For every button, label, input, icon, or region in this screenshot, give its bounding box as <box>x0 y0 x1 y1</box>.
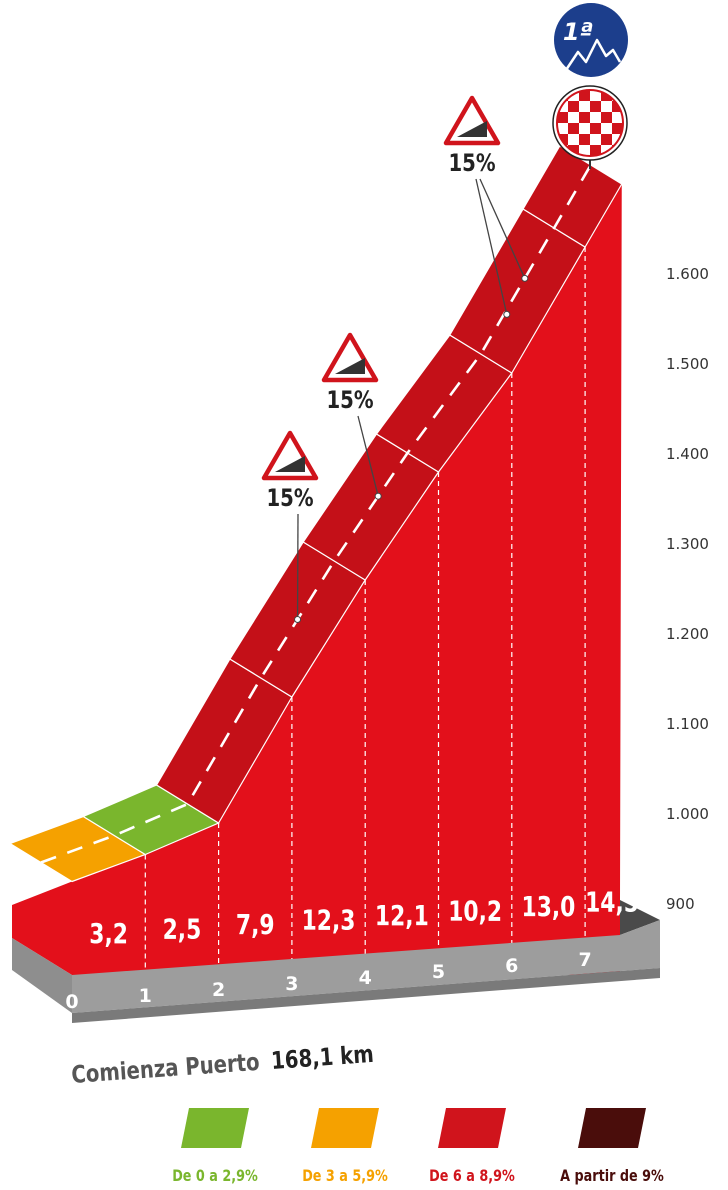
elevation-tick-label: 1.600 <box>666 265 709 283</box>
start-km: 168,1 km <box>270 1041 374 1075</box>
km-tick-label: 5 <box>432 961 445 983</box>
base-side <box>12 938 72 1013</box>
profile-front-face <box>72 184 622 975</box>
marker-leader-line <box>357 415 379 497</box>
marker-point <box>294 616 302 623</box>
steep-slope-icon <box>275 456 305 472</box>
finish-marker: 1ª <box>552 3 628 169</box>
km-tick-label: 6 <box>505 955 518 977</box>
legend-swatch <box>311 1108 379 1148</box>
category-badge-label: 1ª <box>563 18 593 46</box>
road-centre-line <box>40 164 592 864</box>
elevation-axis: 900 1.000 1.100 1.200 1.300 1.400 1.500 1.600 <box>666 265 709 913</box>
marker-point <box>374 492 382 500</box>
mountain-icon <box>564 38 622 71</box>
km-tick-label: 2 <box>212 979 225 1001</box>
km-tick-label: 7 <box>578 949 591 971</box>
legend-swatch <box>181 1108 249 1148</box>
gradient-markers: 15% 15% 15% <box>261 95 529 623</box>
marker-leader-line <box>479 178 526 279</box>
legend-label: De 6 a 8,9% <box>429 1168 515 1186</box>
km-tick-label: 4 <box>359 967 372 989</box>
legend-swatch <box>578 1108 646 1148</box>
segment-gradient-label: 12,3 <box>302 904 356 936</box>
elevation-tick-label: 1.200 <box>666 625 709 643</box>
base-edge <box>72 968 660 1023</box>
elevation-tick-label: 1.000 <box>666 805 709 823</box>
max-gradient-label: 15% <box>266 485 313 512</box>
start-label-text: Comienza Puerto <box>71 1049 261 1089</box>
steep-slope-icon <box>457 121 487 137</box>
marker-point <box>521 274 529 282</box>
segment-gradient-label: 7,9 <box>236 908 275 940</box>
legend-swatch <box>438 1108 506 1148</box>
gradient-labels: 3,2 2,5 7,9 12,3 12,1 10,2 13,0 14,5 <box>89 886 639 950</box>
elevation-tick-label: 1.300 <box>666 535 709 553</box>
max-gradient-label: 15% <box>326 387 373 414</box>
start-label: Comienza Puerto 168,1 km <box>71 1041 375 1089</box>
profile-side-face <box>12 881 72 975</box>
segment-gradient-label: 3,2 <box>89 917 128 949</box>
elevation-tick-label: 1.400 <box>666 445 709 463</box>
elevation-tick-label: 900 <box>666 895 695 913</box>
legend: De 0 a 2,9% De 3 a 5,9% De 6 a 8,9% A parti… <box>172 1108 664 1185</box>
marker-leader-line <box>475 178 508 315</box>
segment-gradient-label: 2,5 <box>163 913 202 945</box>
km-tick-label: 0 <box>65 991 78 1013</box>
km-tick-label: 3 <box>285 973 298 995</box>
km-tick-label: 1 <box>139 985 152 1007</box>
steep-slope-icon <box>335 358 365 374</box>
legend-label: A partir de 9% <box>560 1168 664 1186</box>
segment-gradient-label: 10,2 <box>448 895 502 927</box>
segment-gradient-label: 12,1 <box>375 899 429 931</box>
elevation-tick-label: 1.100 <box>666 715 709 733</box>
profile-body <box>12 184 660 975</box>
elevation-tick-label: 1.500 <box>666 355 709 373</box>
marker-point <box>503 310 511 318</box>
distance-base: 0 1 2 3 4 5 6 7 <box>12 920 660 1023</box>
profile-shadow <box>620 900 660 935</box>
segment-gradient-label: 13,0 <box>522 890 576 922</box>
base-top <box>72 920 660 1013</box>
legend-label: De 3 a 5,9% <box>302 1168 388 1186</box>
legend-label: De 0 a 2,9% <box>172 1168 258 1186</box>
segment-gradient-label: 14,5 <box>585 886 639 918</box>
max-gradient-label: 15% <box>448 150 495 177</box>
